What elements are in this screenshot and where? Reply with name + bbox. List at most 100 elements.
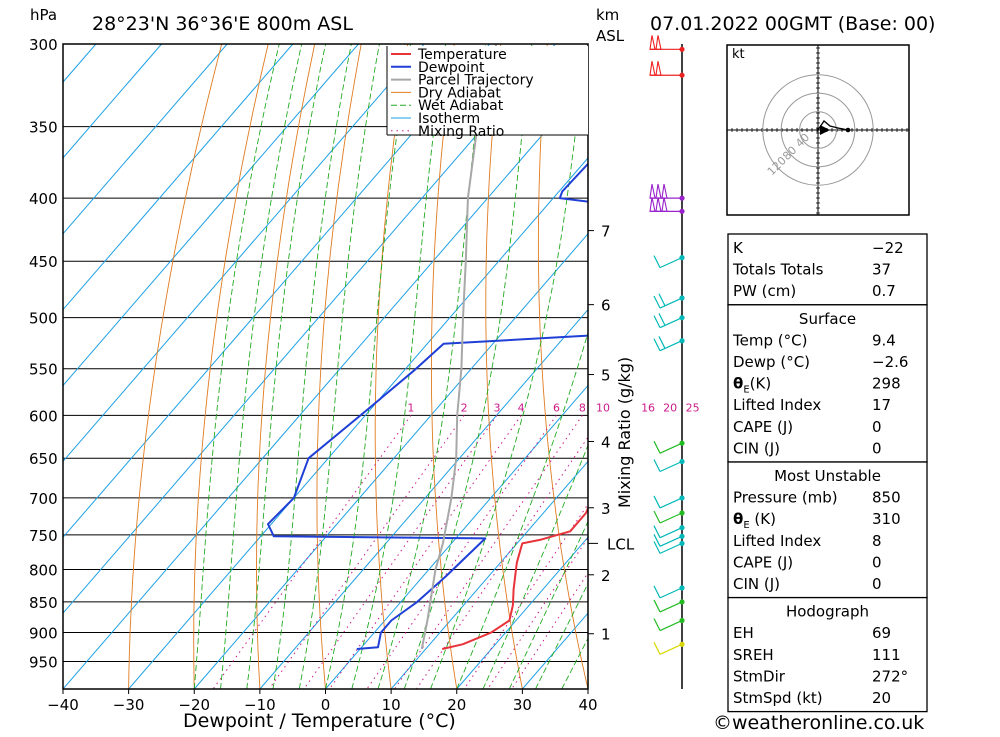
series-parcel-trajectory [420, 44, 498, 650]
asl-label: ASL [596, 27, 625, 45]
km-tick-label: 2 [601, 567, 611, 585]
wind-barb-shaft [659, 535, 683, 547]
wind-barb-shaft [659, 512, 683, 524]
wind-barb [653, 585, 685, 599]
wind-barb-shaft [659, 442, 683, 454]
location-label: 28°23'N 36°36'E 800m ASL [92, 13, 353, 35]
table-value: 298 [872, 375, 901, 393]
x-axis-title: Dewpoint / Temperature (°C) [183, 710, 456, 732]
wind-barb-feather [653, 510, 661, 524]
y-tick-label: 600 [29, 407, 58, 425]
wind-barb-flag [655, 35, 662, 50]
wind-barb-flag [649, 61, 656, 76]
hodograph-trace [817, 120, 849, 131]
km-tick-label: 1 [601, 626, 611, 644]
wind-barb-feather [653, 459, 661, 472]
wind-barb-flag [649, 184, 656, 199]
wet-adiabat-line [535, 582, 588, 689]
km-tick-label: 7 [601, 223, 611, 241]
wind-barb-feather [653, 541, 661, 554]
table-section-title: Hodograph [786, 603, 869, 621]
km-tick-label: 5 [601, 367, 611, 385]
wind-barb [653, 540, 685, 554]
table-label: EH [733, 624, 754, 642]
x-tick-label: 20 [447, 696, 466, 714]
wind-barb-feather [658, 336, 666, 349]
table-value: −22 [872, 239, 904, 257]
wind-barb-shaft [659, 297, 683, 309]
dry-adiabat-line [193, 44, 269, 689]
series-temperature [441, 505, 588, 650]
wind-barb [649, 197, 685, 214]
table-label: θE (K) [733, 510, 776, 531]
x-tick-label: −40 [47, 696, 79, 714]
indices-surface-table [727, 304, 928, 463]
table-value: 37 [872, 261, 891, 279]
table-label: PW (cm) [733, 282, 796, 300]
wind-barb-feather [653, 495, 661, 509]
y-tick-label: 400 [29, 190, 58, 208]
wind-barb-feather [658, 313, 666, 326]
wind-barb [653, 525, 685, 539]
x-tick-label: 30 [513, 696, 532, 714]
legend-item-label: Wet Adiabat [418, 98, 504, 114]
y-tick-label: 550 [29, 361, 58, 379]
table-value: 0 [872, 439, 882, 457]
table-value: 850 [872, 489, 901, 507]
wind-barb [649, 35, 685, 52]
hodograph-point [845, 127, 851, 133]
mixing-ratio-line [329, 415, 522, 689]
table-value: 0 [872, 553, 882, 571]
hodograph-unit-label: kt [732, 47, 745, 62]
isotherm-line [259, 308, 588, 689]
wet-adiabat-line [456, 330, 588, 689]
table-value: 0 [872, 575, 882, 593]
y-tick-label: 650 [29, 450, 58, 468]
wind-barb-flag [649, 35, 656, 50]
mixing-ratio-line [212, 415, 412, 689]
wet-adiabat-line [220, 44, 303, 689]
legend-item-label: Mixing Ratio [418, 124, 504, 140]
isotherm-line [325, 384, 588, 689]
wind-barb [649, 61, 685, 78]
table-label: Lifted Index [733, 532, 821, 550]
dry-adiabat-line [639, 44, 720, 689]
table-label: Pressure (mb) [733, 489, 838, 507]
table-value: 69 [872, 624, 891, 642]
isotherm-line [193, 233, 588, 689]
wind-barb [653, 440, 685, 454]
hodograph-ring [799, 111, 837, 149]
km-tick-label: 4 [601, 433, 611, 451]
storm-motion-marker [820, 125, 830, 135]
isotherm-line [63, 44, 162, 159]
wind-barb-feather [653, 618, 661, 631]
wind-barb-shaft [659, 497, 683, 509]
x-tick-label: 0 [321, 696, 331, 714]
wind-barb-shaft [659, 542, 683, 554]
table-value: 9.4 [872, 331, 896, 349]
y-tick-label: 850 [29, 594, 58, 612]
mixing-ratio-line [511, 572, 588, 689]
isotherm-line [63, 44, 491, 539]
wind-barb-shaft [659, 460, 683, 473]
table-value: 20 [872, 689, 891, 707]
mixing-ratio-label: 25 [686, 401, 700, 414]
series-dewpoint [267, 162, 588, 650]
x-tick-label: 40 [578, 696, 597, 714]
mixing-ratio-line [303, 415, 498, 689]
mixing-ratio-label: 4 [518, 401, 525, 414]
wet-adiabat-line [298, 44, 380, 689]
isotherm-line [63, 81, 588, 689]
wet-adiabat-line [351, 44, 447, 689]
indices-general-table [727, 233, 928, 306]
wind-barb-feather [653, 585, 661, 599]
km-tick-label: 3 [601, 500, 611, 518]
legend-item-label: Dry Adiabat [418, 85, 501, 101]
legend-item-label: Dewpoint [418, 60, 485, 76]
copyright-label: ©weatheronline.co.uk [713, 712, 924, 733]
table-value: 0 [872, 418, 882, 436]
dry-adiabat-line [537, 44, 588, 689]
isotherm-line [456, 536, 588, 689]
y-tick-label: 750 [29, 527, 58, 545]
wind-barb-flag [655, 184, 662, 199]
